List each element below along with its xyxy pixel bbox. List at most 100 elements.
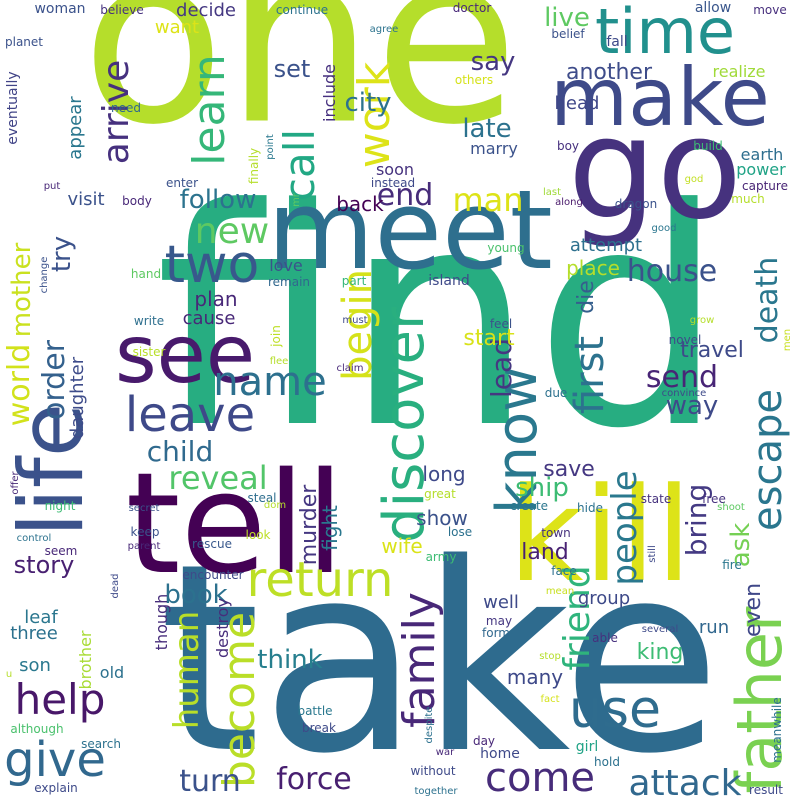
word-mean: mean (545, 586, 575, 597)
word-group: group (577, 588, 631, 609)
word-head: head (554, 93, 600, 114)
word-attempt: attempt (569, 235, 643, 256)
word-think: think (257, 645, 323, 675)
word-find: find (155, 145, 725, 494)
word-instead: instead (370, 176, 416, 190)
word-plan: plan (194, 287, 238, 311)
word-start: start (463, 326, 515, 351)
word-long: long (422, 462, 466, 486)
word-brother: brother (76, 630, 95, 690)
word-may: may (485, 614, 513, 628)
word-night: night (44, 499, 76, 513)
word-along: along (555, 197, 583, 208)
word-reveal: reveal (168, 459, 268, 497)
word-day: day (472, 734, 496, 748)
word-send: send (645, 360, 719, 395)
word-want: want (154, 17, 200, 38)
word-although: although (10, 722, 64, 736)
word-continue: continue (275, 3, 329, 17)
word-join: join (269, 325, 283, 347)
word-last: last (542, 187, 562, 198)
word-capture: capture (742, 179, 788, 193)
word-appear: appear (65, 96, 86, 160)
word-much: much (731, 192, 765, 206)
word-wife: wife (381, 534, 423, 558)
word-include: include (320, 64, 339, 122)
word-fire: fire (722, 558, 742, 572)
word-woman: woman (34, 1, 86, 17)
word-marry: marry (470, 139, 518, 158)
word-create: create (509, 499, 549, 513)
word-two: two (164, 235, 260, 295)
word-though: though (152, 593, 171, 651)
word-enter: enter (165, 176, 199, 190)
word-family: family (394, 592, 445, 728)
word-meanwhile: meanwhile (770, 697, 784, 763)
word-good: good (651, 223, 677, 234)
word-sister: sister (132, 345, 166, 359)
word-world: world (2, 343, 37, 427)
word-move: move (753, 3, 787, 17)
word-king: king (636, 640, 684, 665)
word-decide: decide (176, 0, 236, 21)
word-god: god (684, 174, 704, 185)
word-lose: lose (447, 525, 473, 539)
word-well: well (483, 592, 519, 613)
word-visit: visit (67, 189, 105, 210)
word-flee: flee (269, 356, 289, 367)
word-show: show (416, 506, 468, 530)
word-look: look (245, 528, 271, 542)
word-old: old (99, 663, 125, 682)
word-shoot: shoot (717, 502, 745, 513)
word-learn: learn (184, 54, 235, 166)
word-kill: kill (508, 459, 692, 611)
word-run: run (698, 617, 730, 638)
word-others: others (454, 73, 494, 87)
word-mr: mr (291, 193, 302, 207)
word-city: city (344, 88, 392, 118)
word-great: great (424, 487, 456, 501)
word-call: call (275, 128, 324, 202)
word-rescue: rescue (192, 537, 232, 551)
word-use: use (568, 680, 662, 740)
word-end: end (376, 178, 434, 213)
word-u: u (5, 669, 13, 680)
word-story: story (13, 551, 75, 579)
word-escape: escape (745, 389, 791, 531)
word-land: land (521, 540, 569, 565)
word-soon: soon (375, 160, 415, 179)
word-agree: agree (369, 24, 399, 35)
word-turn: turn (179, 764, 241, 799)
word-even: even (741, 582, 766, 638)
word-return: return (246, 552, 394, 608)
word-say: say (470, 47, 516, 77)
word-hand: hand (130, 267, 162, 281)
word-destroy: destroy (213, 597, 232, 659)
word-give: give (4, 732, 106, 788)
word-come: come (484, 755, 596, 800)
word-love: love (269, 256, 303, 275)
word-home: home (480, 746, 520, 762)
word-feel: feel (489, 317, 513, 331)
word-dead: dead (110, 573, 121, 599)
word-boy: boy (556, 139, 580, 153)
word-cause: cause (182, 308, 236, 329)
word-many: many (506, 665, 564, 689)
word-war: war (435, 747, 455, 758)
word-fact: fact (540, 694, 560, 705)
word-control: control (16, 533, 52, 544)
word-death: death (750, 256, 785, 344)
word-parent: parent (127, 541, 161, 552)
word-put: put (43, 181, 61, 192)
word-power: power (736, 160, 786, 179)
word-meet: meet (267, 166, 553, 294)
word-girl: girl (575, 739, 599, 755)
word-fight: fight (318, 505, 342, 551)
word-go: go (567, 88, 743, 251)
word-save: save (543, 457, 595, 482)
word-travel: travel (680, 338, 744, 363)
word-place: place (566, 256, 620, 280)
word-search: search (81, 737, 121, 751)
word-free: free (702, 492, 726, 506)
